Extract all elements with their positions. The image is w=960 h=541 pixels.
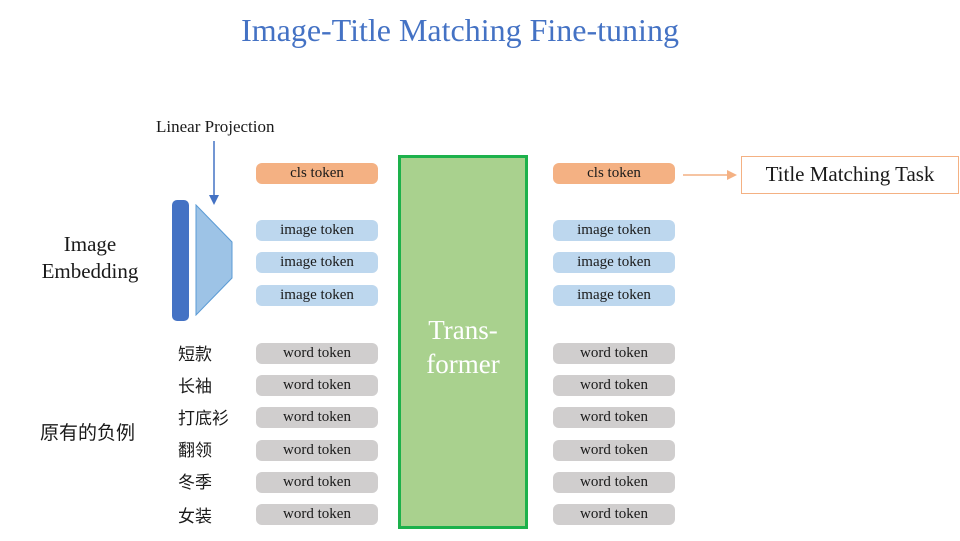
output-word-token: word token (553, 407, 675, 428)
input-cls-token: cls token (256, 163, 378, 184)
negative-examples-label: 原有的负例 (40, 422, 136, 444)
title-word: 短款 (178, 345, 212, 365)
output-word-token: word token (553, 504, 675, 525)
image-embedding-label: Image Embedding (41, 232, 139, 283)
output-word-token: word token (553, 472, 675, 493)
title-word: 翻领 (178, 441, 212, 461)
output-image-token: image token (553, 285, 675, 306)
title-word: 打底衫 (178, 409, 229, 429)
diagram-title: Image-Title Matching Fine-tuning (241, 12, 679, 48)
input-word-token: word token (256, 472, 378, 493)
input-word-token: word token (256, 440, 378, 461)
output-image-token: image token (553, 252, 675, 273)
output-cls-token: cls token (553, 163, 675, 184)
input-word-token: word token (256, 504, 378, 525)
embedding-bar (172, 200, 189, 321)
output-word-token: word token (553, 375, 675, 396)
input-word-token: word token (256, 375, 378, 396)
projection-arrow (209, 141, 219, 205)
output-image-token: image token (553, 220, 675, 241)
input-word-token: word token (256, 343, 378, 364)
output-word-token: word token (553, 343, 675, 364)
input-image-token: image token (256, 252, 378, 273)
input-image-token: image token (256, 285, 378, 306)
input-word-token: word token (256, 407, 378, 428)
output-word-token: word token (553, 440, 675, 461)
linear-projection-label: Linear Projection (156, 117, 275, 136)
title-matching-task-box: Title Matching Task (741, 156, 959, 194)
projection-trapezoid (195, 204, 233, 316)
transformer-block: Trans- former (398, 155, 528, 529)
input-image-token: image token (256, 220, 378, 241)
transformer-label: Trans- former (426, 315, 500, 379)
title-word: 女装 (178, 507, 212, 527)
title-word: 冬季 (178, 473, 212, 493)
title-word: 长袖 (178, 377, 212, 397)
task-arrow (683, 170, 737, 180)
